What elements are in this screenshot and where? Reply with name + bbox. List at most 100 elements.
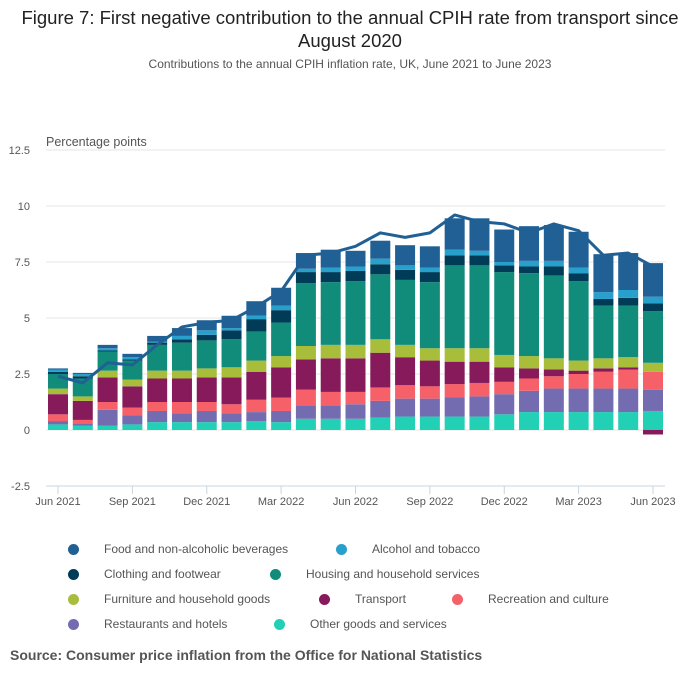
legend-item-housing[interactable]: Housing and household services: [270, 567, 479, 581]
bar-segment: [494, 381, 515, 395]
legend-item-other[interactable]: Other goods and services: [274, 617, 447, 631]
bar-segment: [618, 305, 639, 358]
legend-dot-icon: [452, 593, 463, 605]
bar-segment: [419, 246, 440, 268]
bar-stack: [196, 320, 217, 430]
bar-segment: [122, 353, 143, 358]
bar-segment: [419, 416, 440, 430]
bar-segment: [246, 412, 267, 422]
legend-dot-icon: [68, 593, 79, 605]
bar-segment: [593, 412, 614, 430]
bar-segment: [122, 407, 143, 416]
bar-stack: [221, 315, 242, 430]
x-tick-label: Jun 2023: [630, 496, 675, 508]
bar-segment: [171, 402, 192, 414]
bar-segment: [568, 273, 589, 282]
bar-segment: [345, 281, 366, 345]
bar-segment: [494, 367, 515, 382]
bar-segment: [395, 344, 416, 358]
bar-segment: [419, 272, 440, 283]
bar-segment: [171, 422, 192, 430]
bar-segment: [469, 250, 490, 256]
bar-segment: [171, 335, 192, 340]
bar-segment: [444, 361, 465, 385]
bar-segment: [494, 272, 515, 355]
bar-segment: [345, 250, 366, 267]
bar-segment: [246, 360, 267, 372]
y-axis-ticks: -2.5 0 2.5 5 7.5 10 12.5: [9, 145, 30, 493]
bar-stack: [593, 254, 614, 430]
legend-item-transport[interactable]: Transport: [319, 592, 406, 606]
bar-segment: [519, 390, 540, 413]
legend-item-restaurants[interactable]: Restaurants and hotels: [68, 617, 227, 631]
bar-segment: [444, 397, 465, 417]
bar-segment: [295, 418, 316, 430]
bar-segment: [171, 378, 192, 402]
bar-segment: [196, 410, 217, 423]
bar-segment: [370, 387, 391, 401]
bar-segment: [618, 290, 639, 298]
legend-label: Furniture and household goods: [104, 592, 271, 606]
bar-segment: [370, 400, 391, 418]
bar-segment: [469, 416, 490, 430]
chart-subtitle: Contributions to the annual CPIH inflati…: [148, 57, 552, 71]
bar-segment: [618, 369, 639, 389]
bar-stack: [345, 250, 366, 430]
y-tick-label: -2.5: [11, 481, 30, 493]
bar-segment: [122, 359, 143, 361]
bar-segment: [543, 260, 564, 267]
bar-stack: [543, 225, 564, 430]
bar-segment: [97, 377, 118, 402]
bar-segment: [395, 398, 416, 417]
bar-segment: [196, 334, 217, 341]
bar-segment: [48, 421, 68, 425]
bar-segment: [271, 410, 292, 423]
bar-segment: [395, 245, 416, 266]
bar-segment: [618, 357, 639, 368]
bar-segment: [419, 386, 440, 399]
bar-segment: [320, 418, 341, 430]
bar-segment: [345, 266, 366, 271]
bar-segment: [395, 269, 416, 280]
bar-segment: [469, 218, 490, 251]
bar-segment: [221, 413, 242, 423]
legend-item-alcohol[interactable]: Alcohol and tobacco: [336, 542, 480, 556]
bar-segment: [444, 416, 465, 430]
bar-segment: [519, 412, 540, 430]
bar-segment: [295, 405, 316, 419]
bar-segment: [122, 424, 143, 430]
y-tick-label: 2.5: [15, 369, 30, 381]
bar-segment: [97, 425, 118, 430]
chart-title: Figure 7: First negative contribution to…: [21, 7, 679, 51]
bar-segment: [122, 386, 143, 408]
bar-segment: [469, 255, 490, 266]
bar-segment: [246, 331, 267, 361]
bar-segment: [643, 296, 663, 304]
bar-segment: [122, 357, 143, 360]
bar-segment: [320, 267, 341, 273]
bar-segment: [271, 397, 292, 411]
bar-segment: [444, 384, 465, 398]
bar-segment: [72, 374, 93, 377]
legend-label: Restaurants and hotels: [104, 617, 228, 631]
legend-item-clothing[interactable]: Clothing and footwear: [68, 567, 221, 581]
bar-segment: [320, 405, 341, 419]
legend-item-food[interactable]: Food and non-alcoholic beverages: [68, 542, 288, 556]
bar-segment: [320, 272, 341, 283]
bar-segment: [643, 430, 663, 435]
legend-item-recreation[interactable]: Recreation and culture: [452, 592, 609, 606]
bar-segment: [568, 267, 589, 274]
bar-segment: [444, 265, 465, 349]
bar-segment: [593, 368, 614, 372]
bar-segment: [469, 396, 490, 417]
bar-segment: [519, 378, 540, 391]
bar-segment: [643, 371, 663, 390]
bar-segment: [196, 320, 217, 331]
bar-segment: [643, 410, 663, 430]
legend-item-furniture[interactable]: Furniture and household goods: [68, 592, 270, 606]
bar-segment: [543, 412, 564, 430]
bar-segment: [246, 319, 267, 332]
bar-segment: [419, 360, 440, 387]
bar-segment: [543, 275, 564, 359]
bar-segment: [48, 394, 68, 415]
